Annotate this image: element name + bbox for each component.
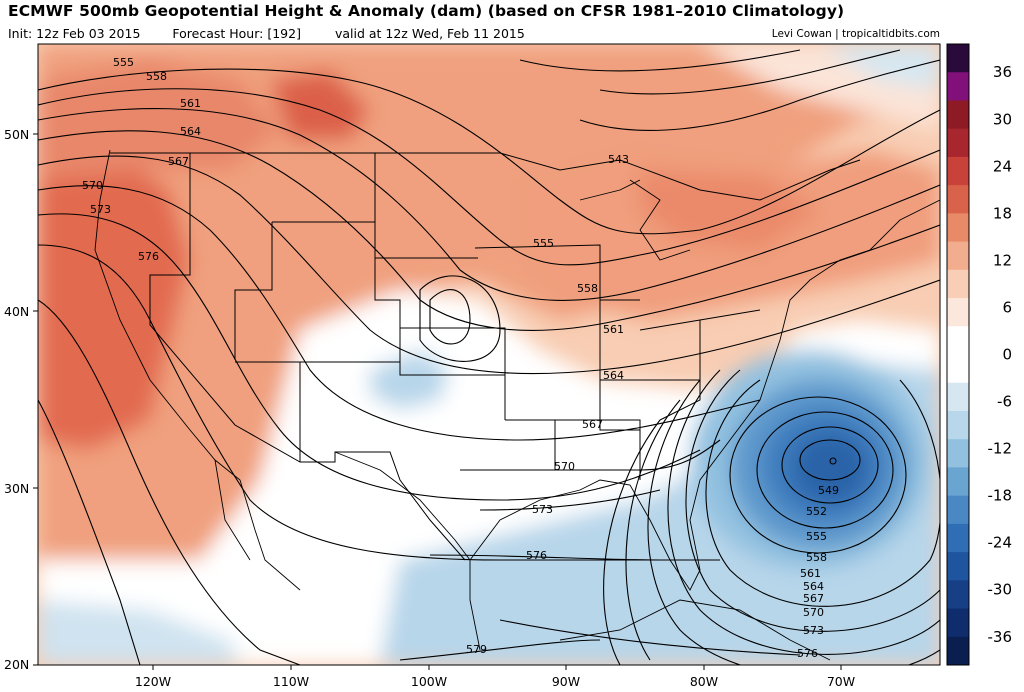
colorbar-segment xyxy=(947,100,969,130)
colorbar-tick-label: -6 xyxy=(997,393,1012,411)
contour-label: 555 xyxy=(806,530,827,543)
colorbar-tick-label: 0 xyxy=(1002,346,1012,364)
height-contours xyxy=(38,49,940,665)
colorbar-labels: 36 30 24 18 12 6 0 -6 -12 -18 -24 -30 -36 xyxy=(988,63,1013,646)
colorbar-frame xyxy=(946,43,970,666)
contour-label: 549 xyxy=(818,484,839,497)
lon-label: 80W xyxy=(690,674,718,689)
colorbar-tick-label: 12 xyxy=(993,251,1012,269)
colorbar-segment xyxy=(947,439,969,468)
lon-label: 100W xyxy=(411,674,447,689)
colorbar-tick-label: 36 xyxy=(993,63,1012,81)
contour-label: 576 xyxy=(797,647,818,660)
colorbar-segment xyxy=(947,523,969,553)
contour-label: 567 xyxy=(803,592,824,605)
colorbar-tick-label: -24 xyxy=(988,534,1013,552)
colorbar-segment xyxy=(947,467,969,497)
contour-label: 564 xyxy=(803,580,824,593)
contour-label: 570 xyxy=(554,460,575,473)
colorbar-tick-label: -18 xyxy=(988,487,1013,505)
lon-label: 90W xyxy=(552,674,580,689)
colorbar-segment xyxy=(947,354,969,384)
anomaly-shading xyxy=(38,44,940,665)
contour-label: 576 xyxy=(526,549,547,562)
contour-label: 552 xyxy=(806,505,827,518)
contour-label: 558 xyxy=(806,551,827,564)
contour-label: 561 xyxy=(180,97,201,110)
colorbar-tick-label: -30 xyxy=(988,581,1013,599)
colorbar-segment xyxy=(947,213,969,243)
contour-label: 570 xyxy=(803,606,824,619)
colorbar-segment xyxy=(947,552,969,581)
contour-label: 555 xyxy=(113,56,134,69)
lat-label: 20N xyxy=(4,657,29,672)
contour-label: 573 xyxy=(803,624,824,637)
contour-label: 579 xyxy=(466,643,487,656)
contour-label: 555 xyxy=(533,237,554,250)
lat-label: 40N xyxy=(4,304,29,319)
contour-label: 567 xyxy=(582,418,603,431)
lat-label: 50N xyxy=(4,127,29,142)
contour-label: 573 xyxy=(532,503,553,516)
colorbar-tick-label: -36 xyxy=(988,628,1013,646)
colorbar-segment xyxy=(947,410,969,440)
contour-label: 561 xyxy=(603,323,624,336)
colorbar-tick-label: -12 xyxy=(988,440,1013,458)
longitude-labels: 120W 110W 100W 90W 80W 70W xyxy=(135,665,855,689)
contour-label: 564 xyxy=(603,369,624,382)
contour-label: 558 xyxy=(146,70,167,83)
colorbar-segment xyxy=(947,382,969,412)
lat-label: 30N xyxy=(4,481,29,496)
forecast-hour: Forecast Hour: [192] xyxy=(172,26,301,41)
colorbar-segment xyxy=(947,269,969,299)
lon-label: 110W xyxy=(273,674,309,689)
init-time: Init: 12z Feb 03 2015 xyxy=(8,26,141,41)
credit-text: Levi Cowan | tropicaltidbits.com xyxy=(771,28,940,40)
map-frame xyxy=(37,43,941,666)
colorbar-tick-label: 24 xyxy=(993,157,1012,175)
colorbar-tick-label: 6 xyxy=(1002,298,1012,316)
valid-time: valid at 12z Wed, Feb 11 2015 xyxy=(334,26,525,41)
colorbar-segment xyxy=(947,241,969,271)
colorbar-segment xyxy=(947,128,969,158)
colorbar-segment xyxy=(947,608,969,638)
coastlines xyxy=(94,149,940,661)
contour-label: 558 xyxy=(577,282,598,295)
contour-label: 576 xyxy=(138,250,159,263)
colorbar-segment xyxy=(947,72,969,101)
contour-label: 573 xyxy=(90,203,111,216)
contour-label: 561 xyxy=(800,567,821,580)
colorbar-tick-label: 30 xyxy=(993,110,1012,128)
colorbar-segment xyxy=(947,44,969,73)
colorbar-segment xyxy=(947,185,969,214)
contour-label: 567 xyxy=(168,155,189,168)
colorbar-segment xyxy=(947,326,969,355)
lon-label: 120W xyxy=(135,674,171,689)
lon-label: 70W xyxy=(827,674,855,689)
colorbar-tick-label: 18 xyxy=(993,204,1012,222)
contour-labels: 555 558 561 564 567 570 573 576 543 555 … xyxy=(82,56,839,660)
colorbar xyxy=(946,43,970,666)
colorbar-segment xyxy=(947,156,969,186)
contour-label: 543 xyxy=(608,153,629,166)
colorbar-segment xyxy=(947,495,969,525)
colorbar-segment xyxy=(947,298,969,327)
latitude-labels: 50N 40N 30N 20N xyxy=(4,127,38,672)
chart-title: ECMWF 500mb Geopotential Height & Anomal… xyxy=(8,2,845,20)
subtitle: Init: 12z Feb 03 2015 Forecast Hour: [19… xyxy=(8,26,525,41)
colorbar-segment xyxy=(947,580,969,610)
contour-label: 564 xyxy=(180,125,201,138)
contour-label: 570 xyxy=(82,179,103,192)
colorbar-segment xyxy=(947,636,969,666)
